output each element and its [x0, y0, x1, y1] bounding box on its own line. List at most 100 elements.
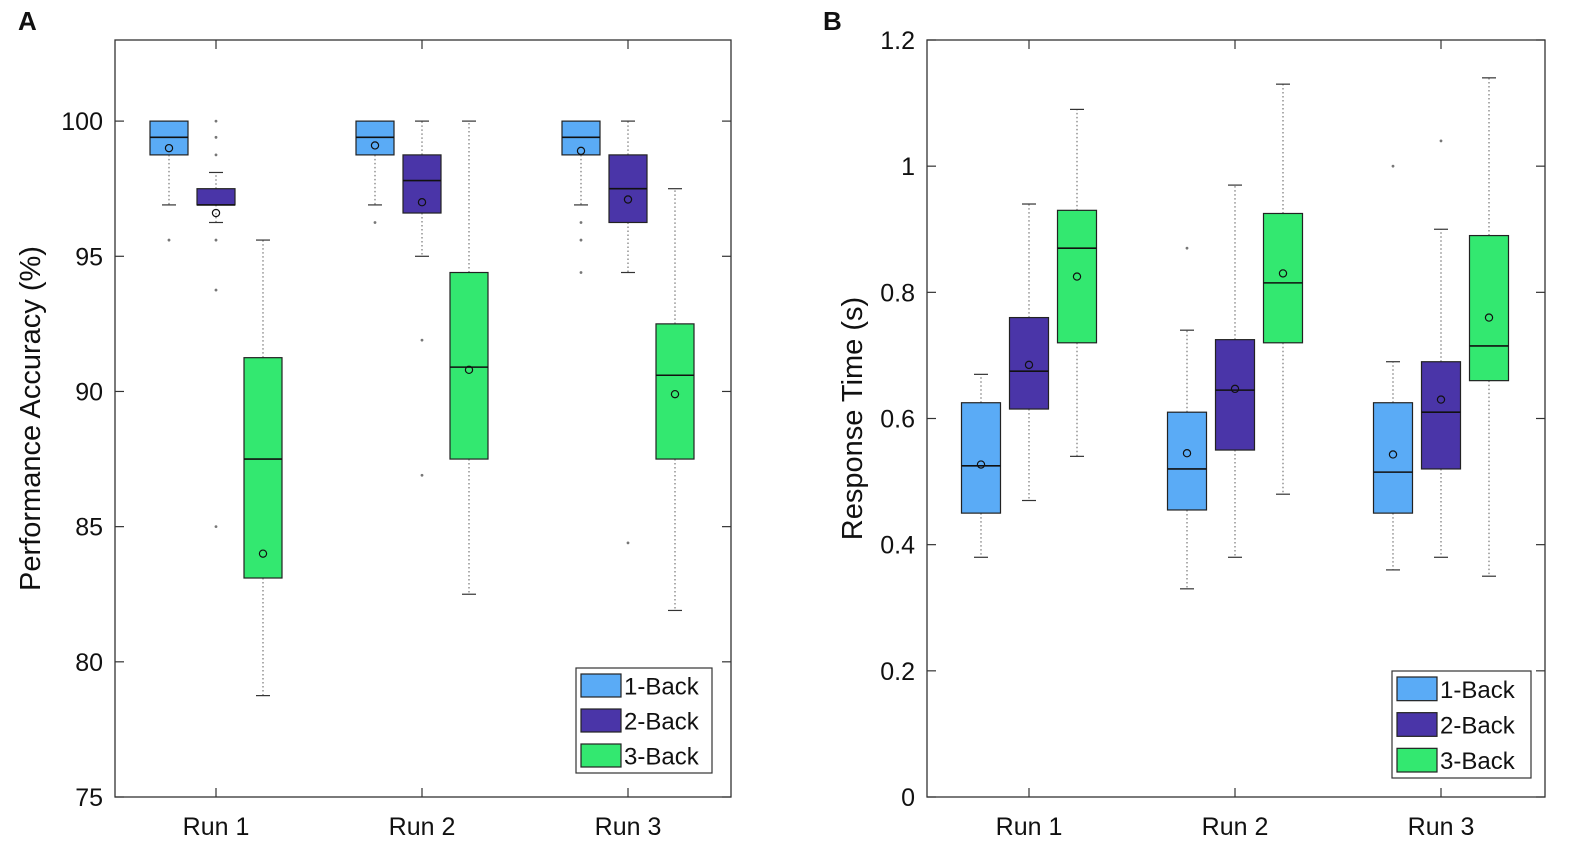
plot-frame	[114, 39, 732, 798]
box-2-back-run-2	[1214, 184, 1256, 558]
box-1-back-run-2	[355, 120, 395, 224]
box-iqr	[1166, 411, 1208, 511]
box-iqr	[1056, 209, 1098, 344]
outlier-point	[626, 541, 630, 545]
y-tick-label: 0.4	[880, 532, 915, 560]
box-2-back-run-3	[608, 120, 648, 545]
mean-marker	[1230, 384, 1240, 394]
box-iqr	[655, 323, 695, 460]
y-axis-title: Response Time (s)	[837, 297, 869, 540]
mean-marker	[670, 389, 680, 399]
panel-b: B 0 0.2 0.4 0.6 0.8 1 1.2 Response Time (s) Run 1…	[823, 6, 1546, 841]
legend-label-1-back: 1-Back	[1440, 677, 1516, 704]
mean-marker	[976, 460, 986, 469]
outlier-point	[373, 221, 377, 224]
outlier-point	[214, 288, 218, 292]
panel-label: B	[823, 6, 842, 36]
box-3-back-run-2	[449, 120, 489, 595]
x-tick-label-run-1: Run 1	[996, 813, 1063, 841]
outlier-point	[420, 473, 424, 477]
legend-swatch-1-back	[1396, 676, 1438, 702]
mean-marker	[417, 198, 427, 207]
mean-marker	[370, 141, 380, 150]
outlier-point	[1391, 164, 1395, 168]
legend-swatch-3-back	[580, 743, 622, 768]
legend-label-1-back: 1-Back	[624, 674, 700, 701]
y-tick-label: 0.2	[880, 658, 915, 686]
box-iqr	[1262, 212, 1304, 344]
y-axis-title: Performance Accuracy (%)	[15, 246, 47, 591]
y-tick-label: 1.2	[880, 27, 915, 55]
panel-a: A 75 80 85 90 95 100 Performance Accuracy (%) Ru…	[15, 6, 732, 841]
legend-label-3-back: 3-Back	[624, 744, 700, 771]
y-tick-label: 0.8	[880, 279, 915, 307]
mean-marker	[211, 208, 221, 218]
mean-marker	[1388, 450, 1398, 459]
outlier-point	[420, 338, 424, 342]
box-1-back-run-3	[1372, 164, 1414, 571]
mean-marker	[164, 143, 174, 153]
legend-swatch-3-back	[1396, 747, 1438, 773]
outlier-point	[1185, 246, 1189, 250]
box-3-back-run-1	[243, 239, 283, 697]
box-iqr	[1008, 316, 1050, 410]
box-iqr	[196, 188, 236, 206]
outlier-point	[579, 221, 583, 224]
x-tick-label-run-2: Run 2	[389, 813, 456, 841]
box-3-back-run-1	[1056, 108, 1098, 457]
y-tick-label: 100	[61, 108, 103, 136]
outlier-point	[1439, 139, 1443, 143]
box-2-back-run-2	[402, 120, 442, 477]
legend-swatch-1-back	[580, 673, 622, 698]
outlier-point	[214, 119, 218, 123]
y-tick-label: 75	[75, 784, 103, 812]
y-tick-label: 85	[75, 514, 103, 542]
x-tick-label-run-1: Run 1	[183, 813, 250, 841]
outlier-point	[579, 238, 583, 242]
box-2-back-run-3	[1420, 139, 1462, 558]
mean-marker	[1182, 448, 1192, 458]
mean-marker	[1278, 269, 1288, 278]
x-tick-label-run-3: Run 3	[1408, 813, 1475, 841]
outlier-point	[167, 238, 171, 242]
box-1-back-run-1	[149, 120, 189, 242]
y-tick-label: 0	[901, 784, 915, 812]
mean-marker	[1024, 360, 1034, 370]
panel-label: A	[18, 6, 37, 36]
y-tick-label: 80	[75, 649, 103, 677]
box-iqr	[402, 154, 442, 214]
legend: 1-Back 2-Back 3-Back	[575, 667, 713, 774]
mean-marker	[1484, 313, 1494, 322]
box-1-back-run-1	[960, 373, 1002, 558]
outlier-point	[214, 153, 218, 157]
y-tick-label: 90	[75, 378, 103, 406]
box-iqr	[1214, 339, 1256, 451]
mean-marker	[623, 195, 633, 204]
mean-marker	[1072, 272, 1082, 281]
x-tick-label-run-3: Run 3	[595, 813, 662, 841]
box-2-back-run-1	[1008, 203, 1050, 502]
legend-label-2-back: 2-Back	[1440, 713, 1516, 740]
box-1-back-run-3	[561, 120, 601, 274]
y-tick-label: 1	[901, 153, 915, 181]
outlier-point	[214, 135, 218, 139]
mean-marker	[464, 365, 474, 375]
x-tick-label-run-2: Run 2	[1202, 813, 1269, 841]
box-1-back-run-2	[1166, 246, 1208, 590]
box-3-back-run-2	[1262, 83, 1304, 495]
outlier-point	[214, 525, 218, 529]
legend-label-2-back: 2-Back	[624, 709, 700, 736]
box-3-back-run-3	[1468, 77, 1510, 577]
box-iqr	[1468, 234, 1510, 382]
y-tick-label: 95	[75, 243, 103, 271]
y-tick-label: 0.6	[880, 406, 915, 434]
mean-marker	[576, 146, 586, 156]
legend-swatch-2-back	[580, 708, 622, 733]
box-3-back-run-3	[655, 188, 695, 612]
outlier-point	[579, 271, 583, 274]
outlier-point	[214, 238, 218, 242]
box-iqr	[1420, 361, 1462, 470]
legend-label-3-back: 3-Back	[1440, 748, 1516, 775]
box-iqr	[960, 402, 1002, 514]
